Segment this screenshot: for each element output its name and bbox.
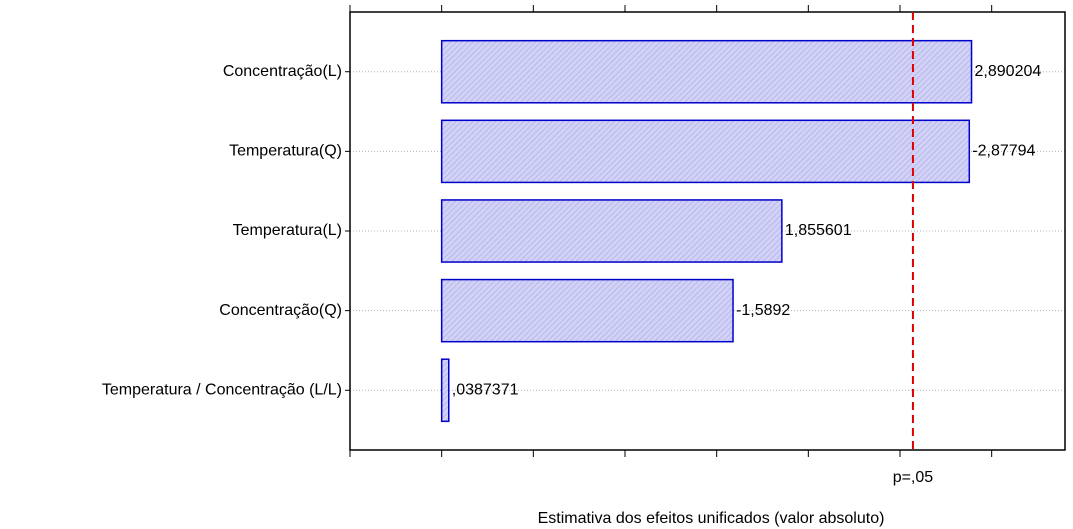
y-tick-label: Temperatura / Concentração (L/L) — [102, 381, 342, 398]
y-tick-label: Concentração(L) — [223, 63, 342, 80]
y-tick-label: Temperatura(Q) — [229, 143, 342, 160]
y-tick-label: Temperatura(L) — [233, 222, 342, 239]
bar — [440, 278, 734, 343]
value-label: ,0387371 — [452, 381, 519, 398]
bar — [440, 358, 450, 423]
value-label: 1,855601 — [785, 222, 852, 239]
value-label: 2,890204 — [975, 63, 1042, 80]
bar — [440, 39, 973, 104]
value-label: -2,87794 — [972, 143, 1035, 160]
x-axis-label: Estimativa dos efeitos unificados (valor… — [538, 510, 885, 527]
y-tick-label: Concentração(Q) — [219, 302, 342, 319]
bar — [440, 119, 971, 184]
reference-label: p=,05 — [893, 469, 934, 486]
value-label: -1,5892 — [736, 302, 790, 319]
bar — [440, 199, 783, 263]
